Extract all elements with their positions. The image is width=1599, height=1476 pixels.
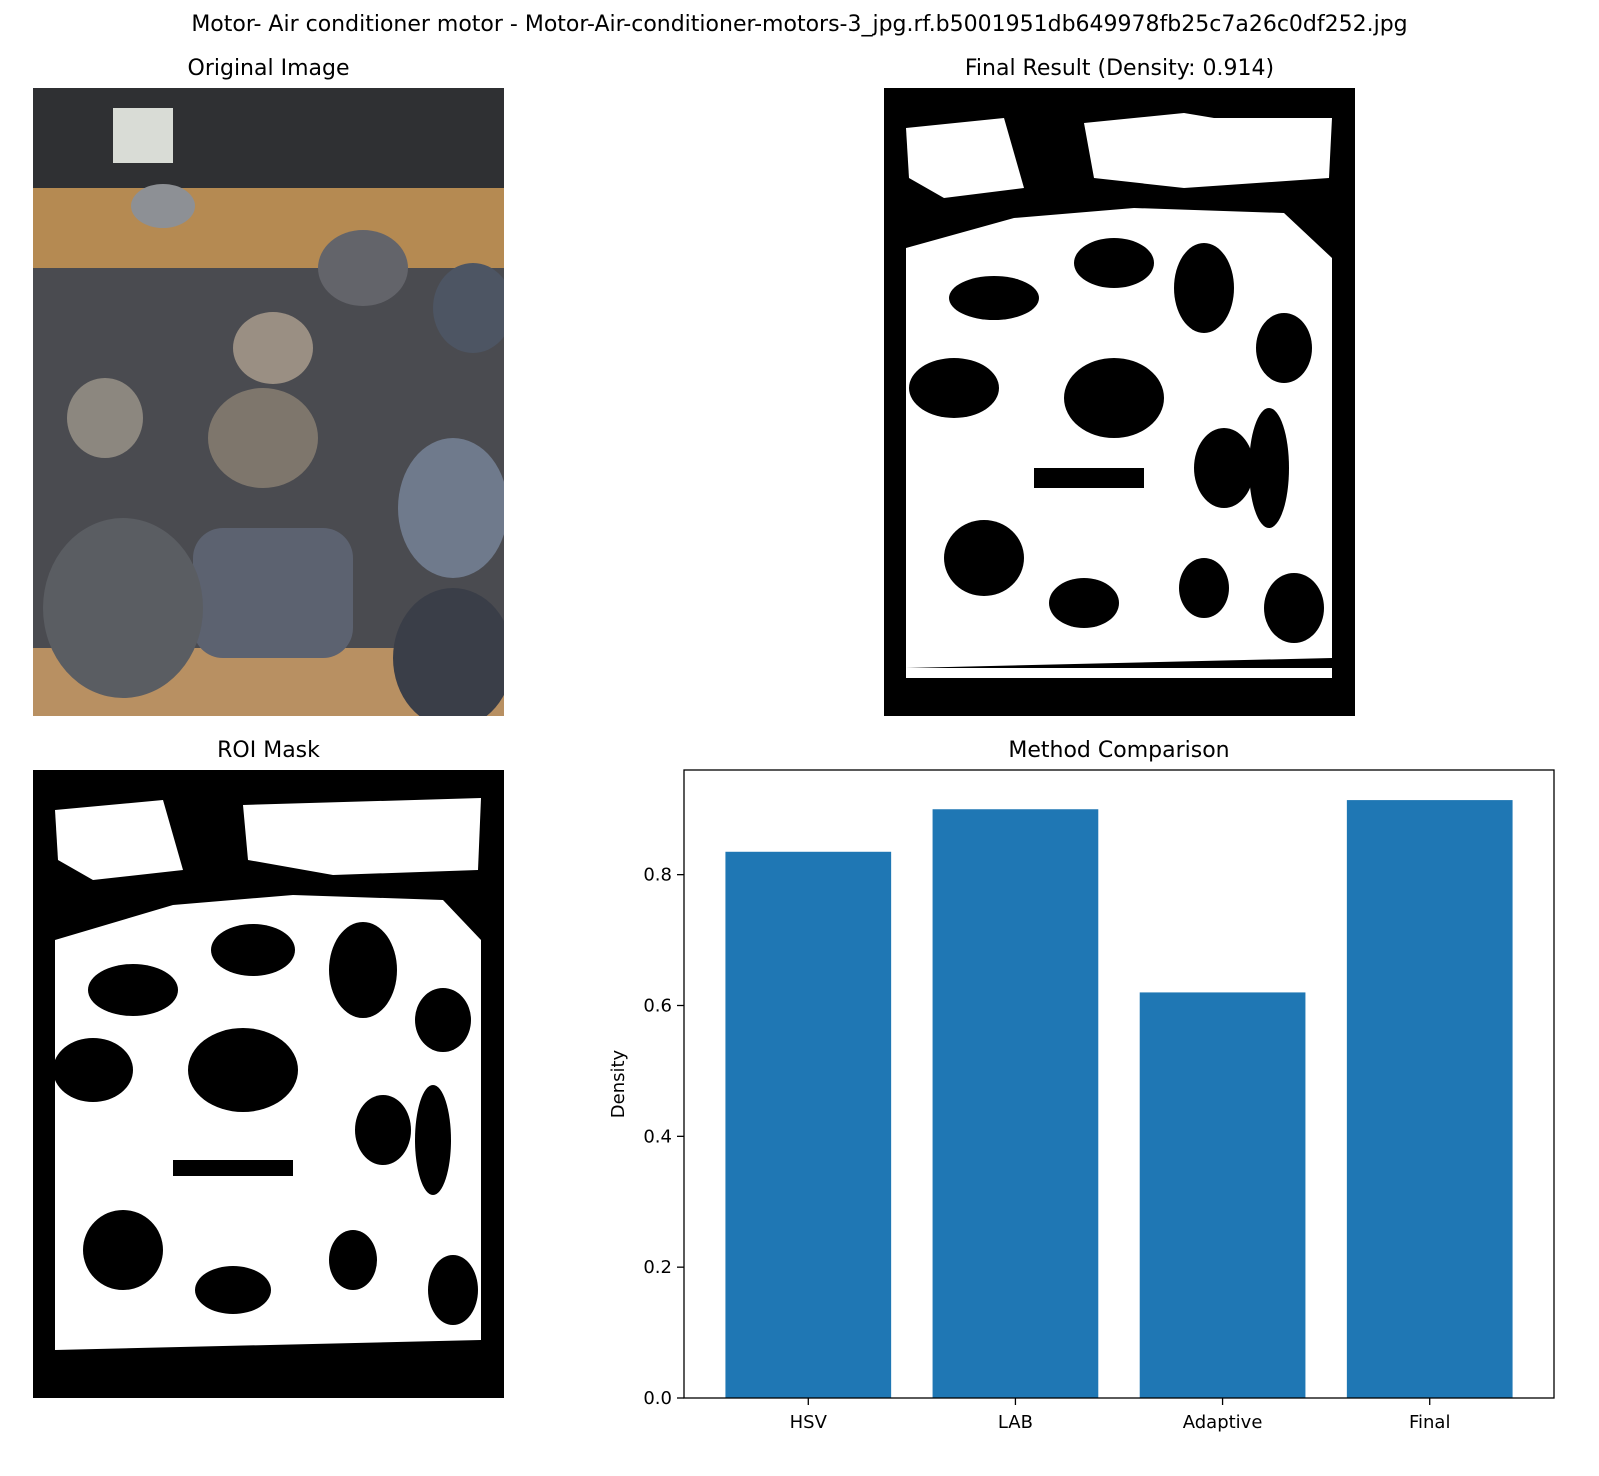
roi-mask: [33, 770, 504, 1398]
y-tick-label: 0.2: [643, 1257, 672, 1278]
bar-lab: [932, 809, 1099, 1398]
original-image: [33, 88, 504, 716]
roi-mask-title: ROI Mask: [217, 738, 320, 763]
comparison-title: Method Comparison: [1008, 738, 1230, 763]
x-tick-label: LAB: [998, 1412, 1033, 1433]
y-axis-label: Density: [608, 1049, 629, 1118]
y-tick-label: 0.0: [643, 1388, 672, 1409]
y-tick-label: 0.8: [643, 865, 672, 886]
final-result-mask: [884, 88, 1355, 716]
axes-frame: [683, 769, 1555, 1399]
final-result-title: Final Result (Density: 0.914): [964, 56, 1275, 81]
bar-hsv: [725, 851, 892, 1398]
original-image-title: Original Image: [187, 56, 350, 81]
y-tick-label: 0.6: [643, 996, 672, 1017]
y-tick-label: 0.4: [643, 1126, 672, 1147]
bar-adaptive: [1139, 992, 1306, 1398]
bar-final: [1346, 800, 1513, 1398]
x-tick-label: Adaptive: [1183, 1412, 1263, 1433]
x-tick-label: Final: [1409, 1412, 1450, 1433]
x-tick-label: HSV: [790, 1412, 828, 1433]
figure-suptitle: Motor- Air conditioner motor - Motor-Air…: [191, 12, 1408, 37]
